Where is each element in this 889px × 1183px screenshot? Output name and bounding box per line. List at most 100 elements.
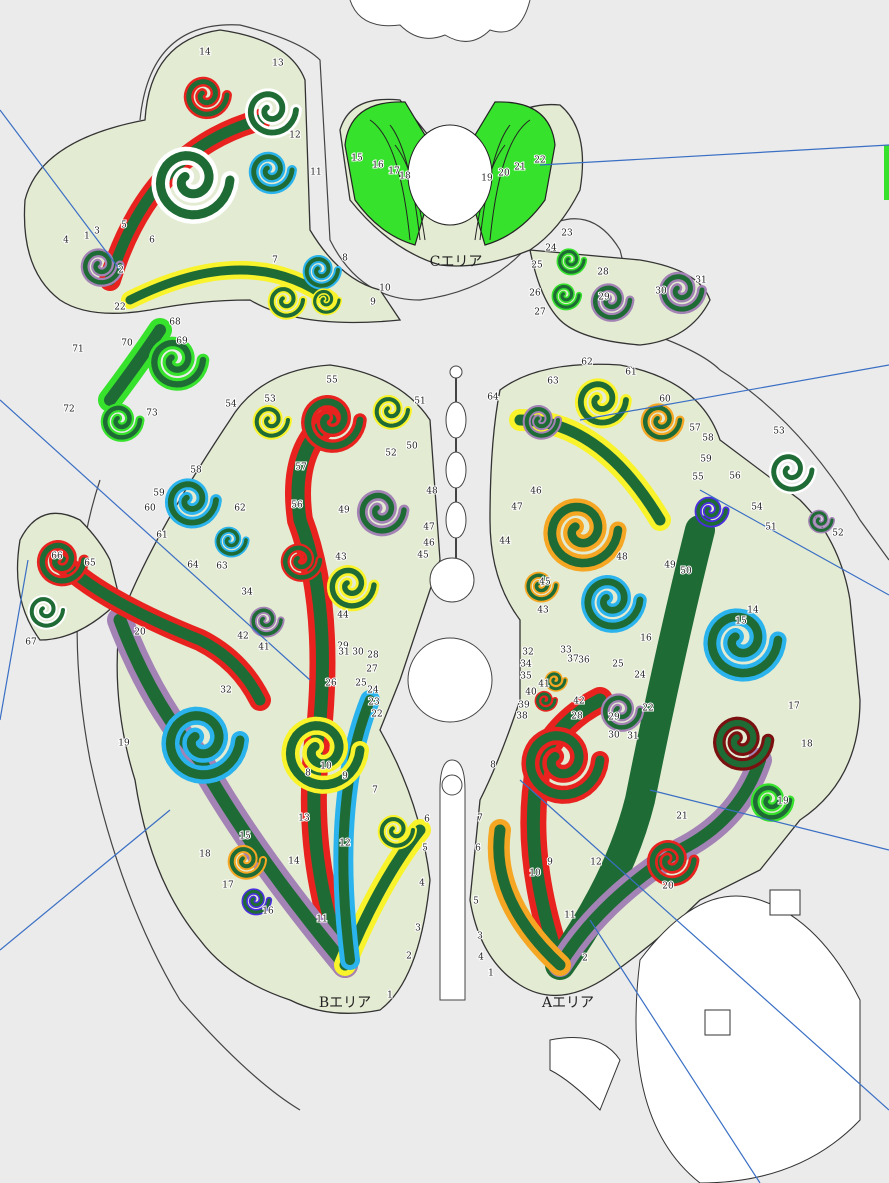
plot-number: 13 <box>272 59 284 69</box>
plot-number: 35 <box>520 672 532 682</box>
plot-number: 24 <box>367 686 379 696</box>
plot-number: 51 <box>414 397 425 407</box>
plot-number: 37 <box>567 655 579 665</box>
plot-number: 32 <box>522 648 533 658</box>
plot-number: 44 <box>337 611 349 621</box>
plot-number: 34 <box>520 660 532 670</box>
plot-number: 15 <box>351 154 363 164</box>
plot-number: 50 <box>406 442 418 452</box>
plot-number: 23 <box>368 698 380 708</box>
plot-number: 25 <box>355 679 367 689</box>
plot-number: 38 <box>516 712 528 722</box>
chain-link <box>450 366 462 378</box>
plot-number: 4 <box>419 879 425 889</box>
plot-number: 72 <box>63 405 74 415</box>
plot-number: 20 <box>662 882 674 892</box>
plot-number: 54 <box>751 503 763 513</box>
plot-number: 28 <box>571 712 583 722</box>
plot-number: 64 <box>487 393 499 403</box>
plot-number: 17 <box>222 881 234 891</box>
plot-number: 18 <box>199 850 211 860</box>
fountain <box>442 775 462 795</box>
plot-number: 34 <box>241 588 253 598</box>
plot-number: 62 <box>581 358 592 368</box>
plot-number: 66 <box>51 552 63 562</box>
plot-number: 17 <box>388 167 400 177</box>
plot-number: 24 <box>634 671 646 681</box>
building <box>705 1010 730 1035</box>
plot-number: 57 <box>689 424 701 434</box>
plot-number: 60 <box>144 504 156 514</box>
plot-number: 4 <box>478 953 484 963</box>
plot-number: 73 <box>146 409 158 419</box>
plot-number: 4 <box>63 236 69 246</box>
plot-number: 42 <box>237 632 248 642</box>
plot-number: 31 <box>695 276 706 286</box>
plot-number: 57 <box>295 463 307 473</box>
plot-number: 17 <box>788 702 800 712</box>
plot-number: 19 <box>118 739 130 749</box>
plot-number: 49 <box>338 506 350 516</box>
plot-number: 31 <box>338 648 349 658</box>
plot-number: 53 <box>773 427 785 437</box>
plot-number: 8 <box>305 769 311 779</box>
plot-number: 46 <box>530 487 542 497</box>
plot-number: 6 <box>424 815 430 825</box>
chain-link <box>446 502 466 538</box>
plot-number: 55 <box>692 473 704 483</box>
plot-number: 12 <box>289 131 300 141</box>
plot-number: 28 <box>367 651 379 661</box>
plot-number: 42 <box>573 697 584 707</box>
plot-number: 30 <box>608 731 620 741</box>
plot-number: 62 <box>234 504 245 514</box>
plot-number: 19 <box>481 174 493 184</box>
plot-number: 48 <box>426 487 438 497</box>
plot-number: 56 <box>729 472 741 482</box>
plot-number: 12 <box>590 858 601 868</box>
plot-number: 15 <box>239 832 251 842</box>
plot-number: 63 <box>216 562 228 572</box>
plot-number: 68 <box>169 318 181 328</box>
plot-number: 55 <box>326 376 338 386</box>
plot-number: 59 <box>700 455 712 465</box>
plot-number: 45 <box>417 551 429 561</box>
area-label: Aエリア <box>541 995 594 1011</box>
plot-number: 2 <box>582 954 588 964</box>
plot-number: 49 <box>664 561 676 571</box>
building <box>770 890 800 915</box>
plot-number: 27 <box>366 665 378 675</box>
plot-number: 15 <box>735 617 747 627</box>
plot-number: 53 <box>264 395 276 405</box>
plot-number: 5 <box>422 844 428 854</box>
plot-number: 65 <box>84 559 96 569</box>
plot-number: 8 <box>490 761 496 771</box>
plot-number: 69 <box>176 337 188 347</box>
plot-number: 7 <box>272 256 278 266</box>
plot-number: 50 <box>680 567 692 577</box>
garden-map: 1516171819202122232425262728293031123456… <box>0 0 889 1183</box>
plot-number: 1 <box>84 232 90 242</box>
path-strip <box>440 760 465 1000</box>
plot-number: 9 <box>547 858 553 868</box>
plot-number: 22 <box>534 156 545 166</box>
plot-number: 11 <box>310 168 321 178</box>
plot-number: 16 <box>372 161 384 171</box>
plot-number: 56 <box>291 501 303 511</box>
plot-number: 2 <box>118 266 124 276</box>
plot-number: 13 <box>298 814 310 824</box>
plot-number: 52 <box>385 449 396 459</box>
plot-number: 1 <box>387 991 393 1001</box>
plot-number: 29 <box>598 293 610 303</box>
plot-number: 41 <box>258 643 269 653</box>
plot-number: 21 <box>514 163 525 173</box>
chain-link <box>446 452 466 488</box>
plot-number: 10 <box>320 762 332 772</box>
plot-number: 67 <box>25 638 37 648</box>
plot-number: 5 <box>121 221 127 231</box>
plot-number: 6 <box>149 236 155 246</box>
plot-number: 12 <box>339 839 350 849</box>
plot-number: 61 <box>156 531 167 541</box>
plot-number: 47 <box>511 503 523 513</box>
plot-number: 14 <box>288 857 300 867</box>
plot-number: 59 <box>153 489 165 499</box>
